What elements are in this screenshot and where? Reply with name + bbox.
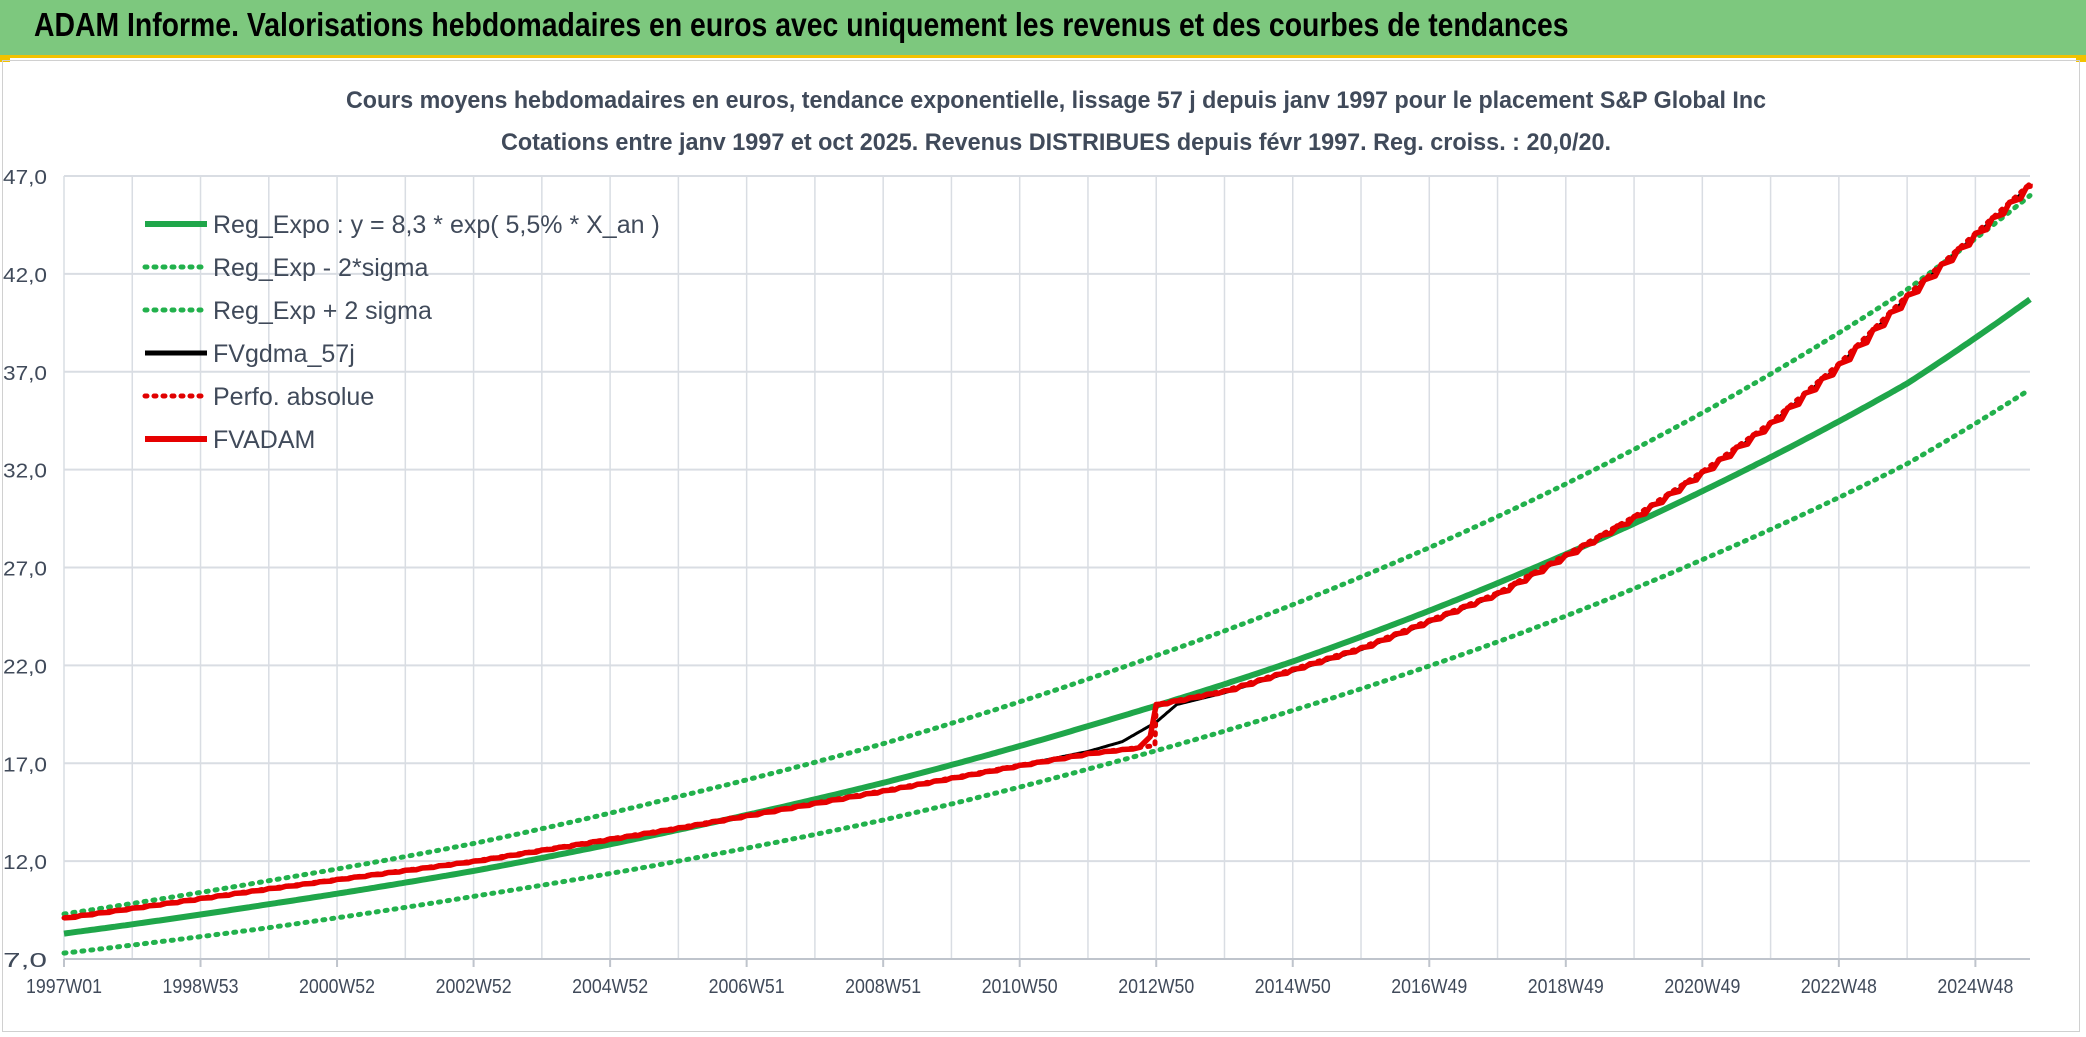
series-reg-exp-minus-2sigma <box>61 386 2033 956</box>
series-reg-exp-plus-2sigma <box>61 193 2033 917</box>
chart-titles: Cours moyens hebdomadaires en euros, ten… <box>346 87 1766 156</box>
x-tick-label: 2014W50 <box>1255 976 1331 998</box>
corner-accent-left <box>0 56 10 62</box>
x-tick-label: 2016W49 <box>1391 976 1467 998</box>
chart-frame: Cours moyens hebdomadaires en euros, ten… <box>2 60 2080 1032</box>
series <box>61 181 2033 956</box>
legend-label: Reg_Exp + 2 sigma <box>213 297 432 325</box>
chart-area: Cours moyens hebdomadaires en euros, ten… <box>3 87 2033 998</box>
x-tick-label: 2020W49 <box>1664 976 1740 998</box>
legend-label: Reg_Exp - 2*sigma <box>213 254 428 282</box>
y-tick-label: 47,0 <box>3 167 47 189</box>
y-tick-label: 12,0 <box>3 852 47 874</box>
axes: 47,0 42,0 37,0 32,0 27,0 22,0 17,0 12,0 7,0 1997W… <box>3 167 2030 998</box>
x-tick-label: 2000W52 <box>299 976 375 998</box>
header-banner: ADAM Informe. Valorisations hebdomadaire… <box>0 0 2086 58</box>
series-perfo-absolue <box>61 181 2033 921</box>
x-tick-label: 2018W49 <box>1528 976 1604 998</box>
y-tick-label: 17,0 <box>3 754 47 776</box>
page-title: ADAM Informe. Valorisations hebdomadaire… <box>34 6 1569 43</box>
legend-label: Reg_Expo : y = 8,3 * exp( 5,5% * X_an ) <box>213 211 660 239</box>
x-tick-label: 2002W52 <box>436 976 512 998</box>
y-tick-label: 22,0 <box>3 656 47 678</box>
x-tick-label: 2008W51 <box>845 976 921 998</box>
x-tick-label: 2004W52 <box>572 976 648 998</box>
grid <box>63 175 2030 960</box>
y-tick-label: 32,0 <box>3 461 47 483</box>
x-tick-label: 1998W53 <box>163 976 239 998</box>
y-tick-label: 42,0 <box>3 265 47 287</box>
series-fvgdma-57j <box>63 184 2031 920</box>
legend-label: Perfo. absolue <box>213 383 374 411</box>
corner-accent-right <box>2076 56 2086 62</box>
chart-title: Cours moyens hebdomadaires en euros, ten… <box>346 87 1766 114</box>
x-tick-label: 2006W51 <box>709 976 785 998</box>
legend-label: FVgdma_57j <box>213 340 355 368</box>
legend-label: FVADAM <box>213 426 315 454</box>
series-reg-expo <box>63 296 2032 937</box>
series-fvadam <box>63 183 2033 921</box>
y-tick-label: 7,0 <box>3 950 47 972</box>
x-tick-label: 2010W50 <box>982 976 1058 998</box>
y-tick-label: 37,0 <box>3 363 47 385</box>
x-tick-label: 2024W48 <box>1937 976 2013 998</box>
legend: Reg_Expo : y = 8,3 * exp( 5,5% * X_an ) R… <box>142 211 660 454</box>
y-tick-label: 27,0 <box>3 559 47 581</box>
chart-subtitle: Cotations entre janv 1997 et oct 2025. R… <box>501 129 1611 156</box>
x-tick-label: 2012W50 <box>1118 976 1194 998</box>
x-tick-label: 1997W01 <box>26 976 102 998</box>
x-tick-label: 2022W48 <box>1801 976 1877 998</box>
